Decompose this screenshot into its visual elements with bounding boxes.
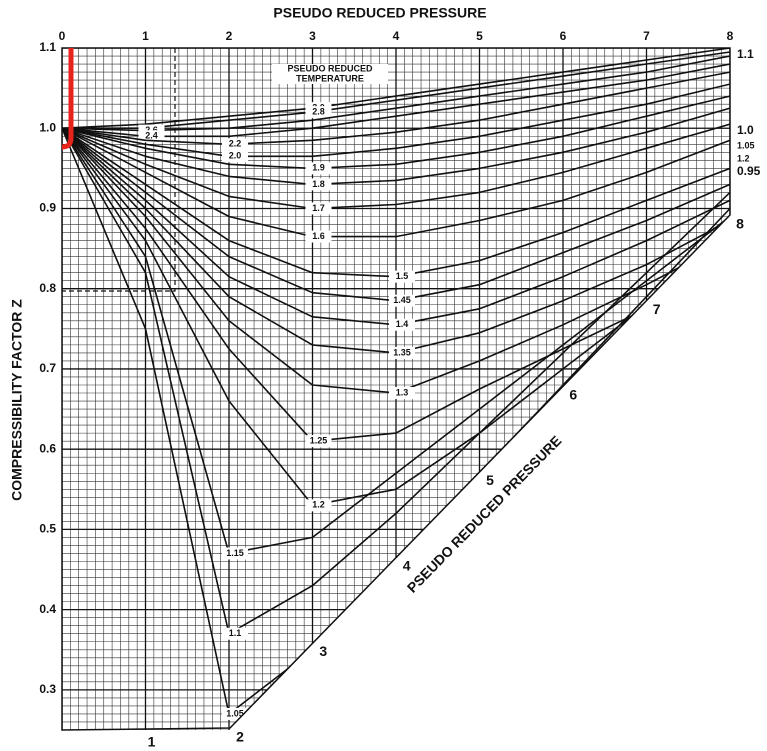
curve-label-bg	[305, 162, 332, 175]
curve-label: 1.9	[312, 163, 325, 173]
curve-label: 1.35	[393, 347, 411, 357]
y-tick-label: 0.5	[39, 522, 56, 536]
right-label: 1.05	[737, 140, 755, 150]
curve-label-bg	[222, 150, 248, 163]
x-tick-label: 5	[476, 29, 483, 43]
curve-label-bg	[222, 138, 248, 151]
y-tick-label: 1.1	[39, 40, 56, 54]
diagonal-tick-label: 6	[569, 387, 577, 403]
y-tick-label: 0.9	[39, 201, 56, 215]
x-tick-label: 6	[560, 29, 567, 43]
curve-label-bg	[222, 627, 248, 640]
curve-label: 1.1	[229, 628, 242, 638]
curve	[62, 95, 730, 170]
y-tick-label: 0.7	[39, 361, 56, 375]
x-tick-label: 4	[393, 29, 400, 43]
plot-border	[61, 47, 731, 731]
curve-label: 1.6	[312, 231, 325, 241]
plot-area: 3.02.82.62.42.22.01.91.81.71.61.51.451.4…	[62, 48, 730, 730]
curve-label-bg	[305, 435, 332, 448]
curve	[62, 127, 730, 635]
curve-label-bg	[305, 230, 332, 243]
y-tick-label: 1.0	[39, 120, 56, 134]
diagonal-tick-label: 2	[236, 729, 244, 745]
legend-title: PSEUDO REDUCED	[287, 63, 373, 73]
curve-label: 1.25	[310, 436, 328, 446]
curve-label-bg	[138, 130, 165, 143]
highlight-mark	[61, 48, 74, 150]
guide-line	[62, 48, 176, 292]
y-tick-label: 0.3	[39, 682, 56, 696]
diagonal-tick-label: 5	[486, 472, 494, 488]
curve	[62, 107, 730, 186]
curve-label: 2.6	[145, 125, 158, 135]
y-tick-label: 0.8	[39, 281, 56, 295]
y-tick-label: 0.6	[39, 441, 56, 455]
right-label: 1.1	[737, 47, 754, 61]
curve-label-bg	[389, 270, 415, 283]
curve-label: 1.5	[396, 271, 409, 281]
curve-label: 1.2	[312, 500, 325, 510]
curve	[62, 123, 730, 210]
curve-label: 1.15	[226, 548, 244, 558]
curve-label: 1.8	[312, 179, 325, 189]
y-axis-label: COMPRESSIBILITY FACTOR Z	[9, 299, 25, 501]
legend-bg	[272, 74, 388, 84]
x-tick-label: 7	[643, 29, 650, 43]
curve-label-bg	[305, 202, 332, 215]
y-tick-label: 0.4	[39, 602, 56, 616]
diagonal-tick-label: 8	[736, 216, 744, 232]
x-tick-label: 2	[226, 29, 233, 43]
curve-label: 1.4	[396, 319, 409, 329]
curve	[62, 83, 730, 158]
curve	[62, 127, 730, 238]
curve	[62, 63, 730, 138]
curve-label-bg	[389, 294, 415, 307]
curve	[62, 55, 730, 132]
right-label: 0.95	[737, 164, 761, 178]
x-tick-label: 1	[142, 29, 149, 43]
curve-label-bg	[389, 387, 415, 400]
curve	[62, 127, 730, 442]
x-tick-label: 3	[309, 29, 316, 43]
curve-label: 1.3	[396, 387, 409, 397]
x-tick-label: 8	[727, 29, 734, 43]
diagonal-tick-label: 4	[403, 558, 411, 574]
curve-label: 2.8	[312, 107, 325, 117]
diagonal-tick-label: 3	[319, 643, 327, 659]
curve-label: 1.7	[312, 203, 325, 213]
curve-label: 2.4	[145, 131, 158, 141]
curve-label-bg	[305, 178, 332, 191]
curve-label: 1.05	[226, 708, 244, 718]
diagonal-tick-label: 7	[653, 301, 661, 317]
right-label: 1.2	[737, 153, 750, 163]
curve	[62, 51, 730, 129]
curve-label: 2.0	[229, 151, 242, 161]
legend-title: TEMPERATURE	[296, 73, 364, 83]
x-tick-label: 0	[59, 29, 66, 43]
chart-title: PSEUDO REDUCED PRESSURE	[273, 5, 486, 21]
right-label: 1.0	[737, 123, 754, 137]
curve-label-bg	[305, 499, 332, 512]
diagonal-tick-label: 1	[148, 734, 156, 750]
curve	[62, 127, 730, 555]
curve	[62, 48, 730, 129]
curve-label-bg	[389, 318, 415, 331]
curve-label: 1.45	[393, 295, 411, 305]
curve-label: 2.2	[229, 139, 242, 149]
curve-label-bg	[389, 346, 415, 359]
curve-label-bg	[305, 106, 332, 119]
curve	[62, 71, 730, 146]
curve-label-bg	[222, 547, 248, 560]
legend-bg	[272, 64, 388, 74]
